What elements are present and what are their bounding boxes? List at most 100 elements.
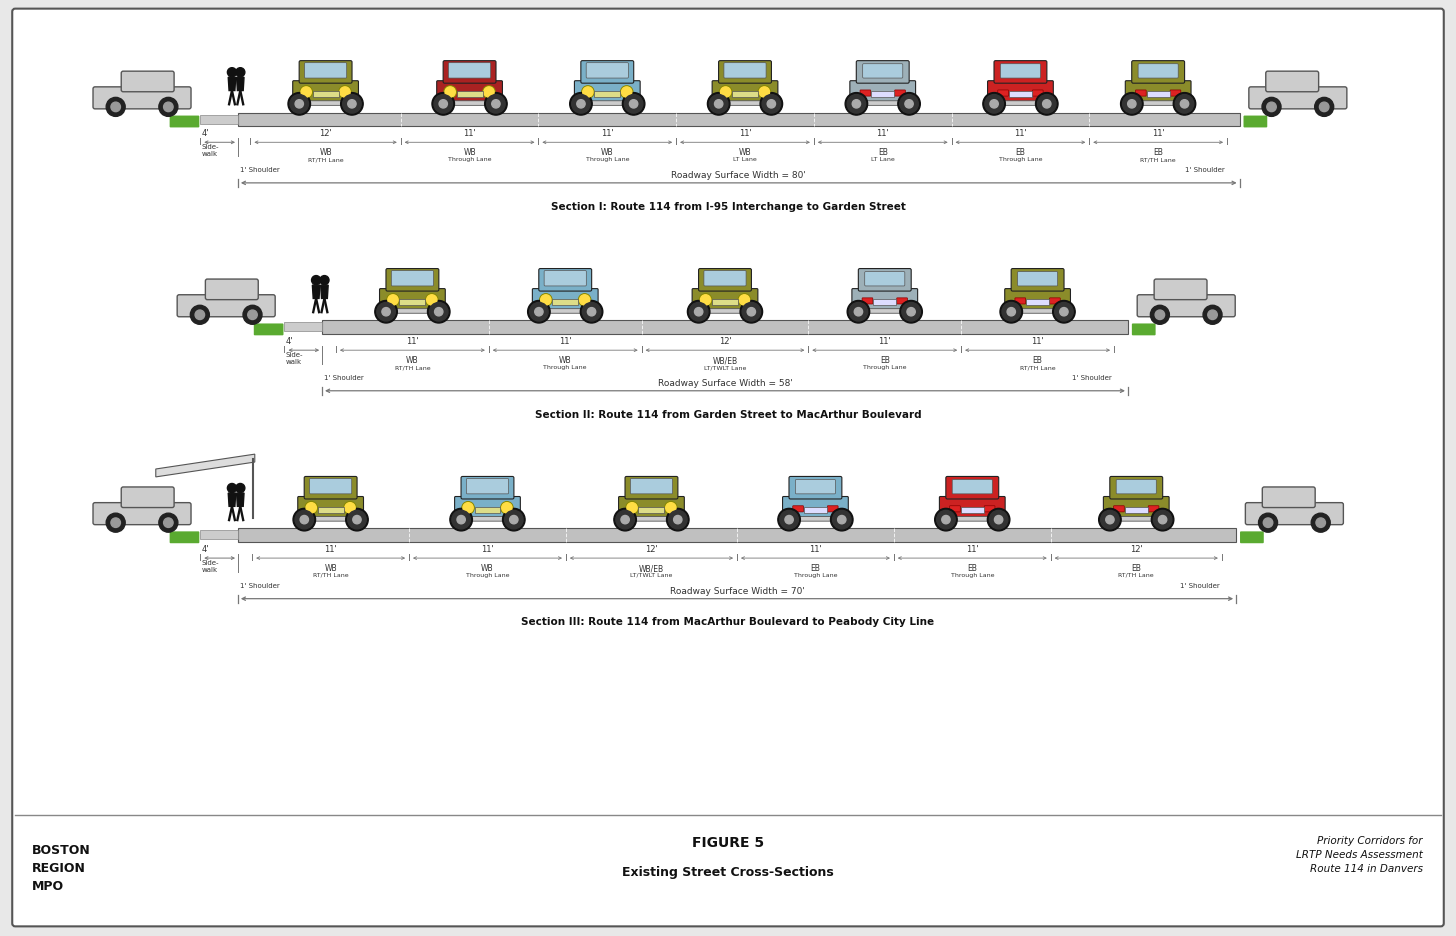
- Circle shape: [300, 516, 309, 524]
- FancyBboxPatch shape: [1249, 88, 1347, 110]
- FancyBboxPatch shape: [1131, 102, 1185, 107]
- Circle shape: [935, 509, 957, 532]
- FancyBboxPatch shape: [984, 506, 994, 512]
- Circle shape: [616, 511, 635, 530]
- Circle shape: [852, 100, 860, 109]
- FancyBboxPatch shape: [237, 113, 1239, 127]
- Circle shape: [159, 514, 178, 533]
- Circle shape: [1099, 509, 1121, 532]
- Circle shape: [236, 484, 245, 493]
- Circle shape: [462, 502, 475, 515]
- Text: 11': 11': [1152, 129, 1165, 139]
- FancyBboxPatch shape: [1149, 506, 1159, 512]
- Circle shape: [486, 95, 505, 114]
- Text: WB: WB: [738, 148, 751, 157]
- Text: LT Lane: LT Lane: [734, 157, 757, 162]
- Text: 4': 4': [201, 129, 208, 139]
- Circle shape: [1038, 95, 1056, 114]
- Circle shape: [667, 509, 689, 532]
- Text: Priority Corridors for
LRTP Needs Assessment
Route 114 in Danvers: Priority Corridors for LRTP Needs Assess…: [1296, 836, 1423, 873]
- Text: Side-
walk: Side- walk: [201, 144, 218, 156]
- FancyBboxPatch shape: [581, 62, 633, 84]
- FancyBboxPatch shape: [1050, 299, 1060, 304]
- FancyBboxPatch shape: [625, 517, 678, 521]
- FancyBboxPatch shape: [1109, 477, 1163, 500]
- Text: WB: WB: [480, 563, 494, 573]
- FancyBboxPatch shape: [1136, 91, 1146, 97]
- FancyBboxPatch shape: [466, 479, 508, 494]
- Circle shape: [348, 100, 357, 109]
- FancyBboxPatch shape: [386, 309, 440, 314]
- Circle shape: [483, 87, 495, 99]
- FancyBboxPatch shape: [692, 289, 759, 313]
- FancyBboxPatch shape: [237, 529, 1236, 543]
- Circle shape: [984, 95, 1003, 114]
- Circle shape: [708, 94, 729, 116]
- Text: WB: WB: [406, 356, 419, 365]
- Text: 11': 11': [878, 337, 891, 346]
- Circle shape: [620, 516, 629, 524]
- FancyBboxPatch shape: [894, 91, 906, 97]
- Text: 11': 11': [463, 129, 476, 139]
- Text: Side-
walk: Side- walk: [285, 352, 303, 364]
- Circle shape: [581, 301, 603, 324]
- Text: EB: EB: [878, 148, 888, 157]
- FancyBboxPatch shape: [475, 507, 501, 513]
- Text: RT/TH Lane: RT/TH Lane: [395, 365, 430, 370]
- Circle shape: [527, 301, 550, 324]
- Text: Through Lane: Through Lane: [794, 572, 837, 578]
- Circle shape: [983, 94, 1005, 116]
- FancyBboxPatch shape: [587, 64, 629, 79]
- FancyBboxPatch shape: [322, 321, 1128, 335]
- Circle shape: [374, 301, 397, 324]
- Circle shape: [855, 308, 862, 316]
- FancyBboxPatch shape: [949, 506, 961, 512]
- Text: EB: EB: [1032, 356, 1042, 365]
- Circle shape: [1155, 311, 1165, 320]
- Circle shape: [1054, 303, 1073, 322]
- Circle shape: [348, 511, 367, 530]
- FancyBboxPatch shape: [699, 270, 751, 292]
- Text: 11': 11': [1013, 129, 1026, 139]
- Circle shape: [743, 303, 760, 322]
- FancyBboxPatch shape: [1005, 289, 1070, 313]
- Circle shape: [430, 303, 448, 322]
- FancyBboxPatch shape: [121, 72, 175, 93]
- FancyBboxPatch shape: [993, 102, 1048, 107]
- Circle shape: [847, 95, 866, 114]
- Circle shape: [248, 311, 258, 320]
- Circle shape: [345, 509, 368, 532]
- FancyBboxPatch shape: [897, 299, 907, 304]
- FancyBboxPatch shape: [1114, 506, 1124, 512]
- Circle shape: [195, 311, 205, 320]
- FancyBboxPatch shape: [303, 517, 358, 521]
- Circle shape: [111, 103, 121, 112]
- Polygon shape: [236, 493, 245, 506]
- Text: WB: WB: [559, 356, 572, 365]
- FancyBboxPatch shape: [121, 488, 175, 508]
- FancyBboxPatch shape: [205, 280, 258, 300]
- FancyBboxPatch shape: [719, 62, 772, 84]
- Circle shape: [699, 295, 712, 307]
- Circle shape: [502, 504, 513, 513]
- FancyBboxPatch shape: [789, 477, 842, 500]
- Circle shape: [760, 94, 782, 116]
- Text: RT/TH Lane: RT/TH Lane: [307, 157, 344, 162]
- FancyBboxPatch shape: [1265, 72, 1319, 93]
- Circle shape: [1175, 95, 1194, 114]
- FancyBboxPatch shape: [1171, 91, 1181, 97]
- Circle shape: [830, 509, 853, 532]
- Circle shape: [1181, 100, 1188, 109]
- Circle shape: [1150, 306, 1169, 325]
- Circle shape: [339, 87, 351, 99]
- Circle shape: [1264, 519, 1273, 528]
- FancyBboxPatch shape: [712, 300, 738, 306]
- Circle shape: [1319, 103, 1329, 112]
- Text: Through Lane: Through Lane: [951, 572, 994, 578]
- FancyBboxPatch shape: [386, 270, 438, 292]
- Circle shape: [342, 95, 361, 114]
- Circle shape: [457, 516, 466, 524]
- Text: Through Lane: Through Lane: [999, 157, 1042, 162]
- Circle shape: [502, 509, 526, 532]
- FancyBboxPatch shape: [724, 64, 766, 79]
